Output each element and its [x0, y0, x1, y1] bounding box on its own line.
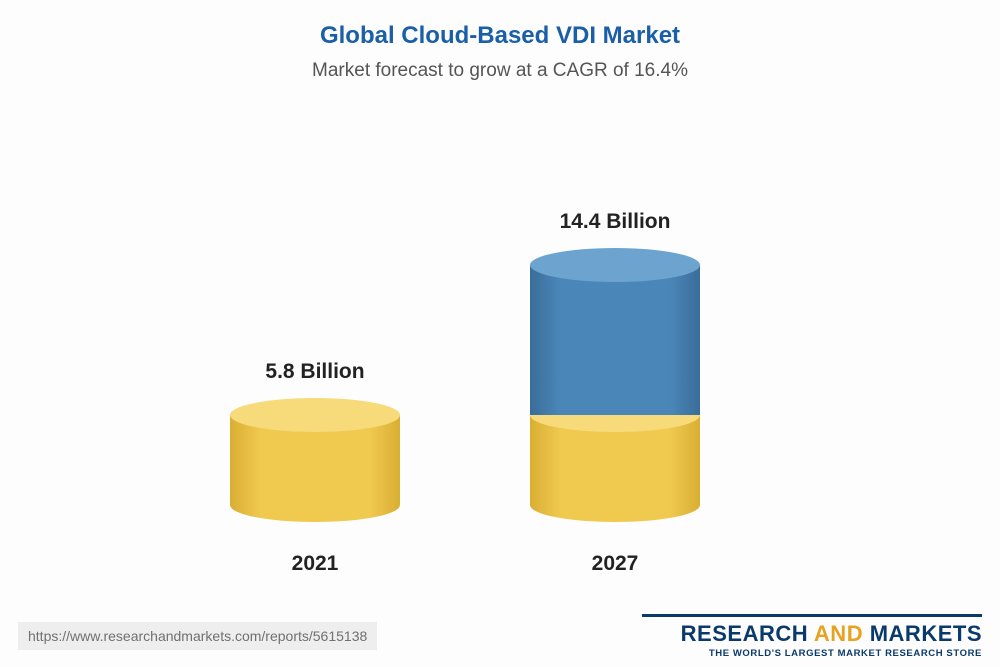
logo-word-research: RESEARCH [681, 621, 808, 646]
cylinder [530, 248, 700, 522]
cylinder [230, 398, 400, 522]
cylinder-top [230, 398, 400, 432]
logo-text: RESEARCH AND MARKETS [642, 621, 982, 647]
logo-tagline: THE WORLD'S LARGEST MARKET RESEARCH STOR… [642, 648, 982, 659]
footer: https://www.researchandmarkets.com/repor… [0, 611, 1000, 667]
cylinder-body [530, 265, 700, 415]
year-label: 2021 [230, 552, 400, 576]
bar-2021: 5.8 Billion 2021 [230, 360, 400, 576]
chart-title: Global Cloud-Based VDI Market [0, 0, 1000, 50]
bar-2027: 14.4 Billion 2027 [530, 210, 700, 576]
value-label: 14.4 Billion [530, 210, 700, 234]
cylinder-top [530, 248, 700, 282]
source-url: https://www.researchandmarkets.com/repor… [18, 622, 377, 650]
chart-subtitle: Market forecast to grow at a CAGR of 16.… [0, 60, 1000, 82]
brand-logo: RESEARCH AND MARKETS THE WORLD'S LARGEST… [642, 614, 982, 659]
year-label: 2027 [530, 552, 700, 576]
logo-word-and: AND [814, 621, 863, 646]
value-label: 5.8 Billion [230, 360, 400, 384]
chart-area: 5.8 Billion202114.4 Billion2027 [0, 120, 1000, 550]
logo-word-markets: MARKETS [870, 621, 982, 646]
